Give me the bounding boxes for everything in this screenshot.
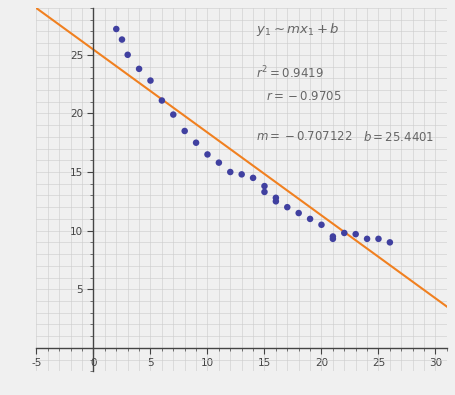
Point [238, 171, 245, 177]
Point [294, 210, 302, 216]
Point [260, 183, 268, 189]
Point [203, 151, 211, 158]
Point [329, 233, 336, 240]
Text: $r^2 = 0.9419$: $r^2 = 0.9419$ [256, 64, 323, 81]
Point [374, 236, 381, 242]
Point [124, 52, 131, 58]
Point [363, 236, 370, 242]
Point [329, 236, 336, 242]
Point [385, 239, 393, 246]
Point [306, 216, 313, 222]
Text: $m = -0.707122$: $m = -0.707122$ [256, 130, 352, 143]
Point [147, 77, 154, 84]
Point [135, 66, 142, 72]
Text: $y_1{\sim}mx_1 + b$: $y_1{\sim}mx_1 + b$ [256, 21, 339, 38]
Point [118, 36, 126, 43]
Point [158, 97, 165, 103]
Point [181, 128, 188, 134]
Point [272, 195, 279, 201]
Point [272, 198, 279, 205]
Point [283, 204, 290, 211]
Point [249, 175, 256, 181]
Point [169, 111, 177, 118]
Text: $b = 25.4401$: $b = 25.4401$ [362, 130, 433, 144]
Point [226, 169, 233, 175]
Point [192, 139, 199, 146]
Point [340, 230, 347, 236]
Point [351, 231, 359, 237]
Point [260, 189, 268, 195]
Point [215, 160, 222, 166]
Text: $r = -0.9705$: $r = -0.9705$ [266, 90, 341, 103]
Point [112, 26, 120, 32]
Point [317, 222, 324, 228]
